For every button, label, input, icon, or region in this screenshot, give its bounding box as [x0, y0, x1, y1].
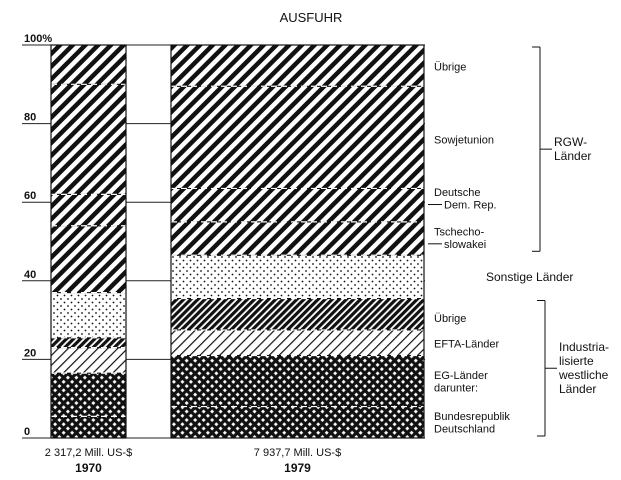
bar-segment	[170, 329, 425, 356]
bar-segment	[50, 347, 127, 374]
group-label: Sonstige Länder	[486, 270, 573, 284]
bar-segment	[50, 83, 127, 195]
bar-segment	[50, 193, 127, 227]
y-tick-label: 40	[24, 269, 36, 281]
bar-captions: 2 317,2 Mill. US-$ 1970 7 937,7 Mill. US-$…	[45, 447, 341, 475]
group-label: Industria-	[559, 340, 609, 354]
legend-label: EG-Länder	[434, 370, 488, 382]
y-tick-label: 80	[24, 112, 36, 124]
bar-segment	[50, 415, 127, 439]
legend-label: Dem. Rep.	[444, 200, 497, 212]
bar-segment	[50, 292, 127, 339]
legend-label: Übrige	[434, 313, 466, 325]
legend-label: Deutschland	[434, 424, 495, 436]
bar-segment	[170, 406, 425, 439]
bar-total-label: 2 317,2 Mill. US-$	[45, 447, 132, 459]
y-tick-label: 20	[24, 347, 36, 359]
bar-segment	[170, 85, 425, 189]
bar-year-label: 1970	[75, 461, 102, 475]
bar-segment	[170, 187, 425, 223]
legend-label: Tschecho-	[434, 226, 484, 238]
bar-segment	[50, 44, 127, 85]
y-tick-label: 0	[24, 426, 30, 438]
bar-outline	[170, 44, 425, 439]
group-label: Länder	[559, 382, 596, 396]
legend-label: slowakei	[444, 239, 486, 251]
legend-label: Bundesrepublik	[434, 411, 510, 423]
bar-segment	[170, 254, 425, 299]
bar-year-label: 1979	[284, 461, 311, 475]
bar-outline	[50, 44, 127, 439]
group-label: RGW-	[554, 135, 587, 149]
legend-label: Deutsche	[434, 187, 480, 199]
group-label: lisierte	[559, 354, 594, 368]
y-tick-label: 100%	[24, 33, 52, 45]
bar-segment	[50, 372, 127, 417]
group-label: Länder	[554, 149, 591, 163]
bar-total-label: 7 937,7 Mill. US-$	[254, 447, 341, 459]
legend-label: Übrige	[434, 62, 466, 74]
chart-title: AUSFUHR	[280, 10, 343, 25]
bars	[50, 44, 425, 439]
bar-segment	[170, 297, 425, 331]
bar-segment	[50, 337, 127, 349]
legend-label: Sowjetunion	[434, 134, 494, 146]
bar-segment	[170, 44, 425, 87]
legend-label: darunter:	[434, 382, 478, 394]
legend-label: EFTA-Länder	[434, 339, 500, 351]
bar-segment	[50, 225, 127, 294]
y-axis: 100% 80 60 40 20 0	[24, 33, 52, 438]
y-tick-label: 60	[24, 190, 36, 202]
bar-segment	[170, 221, 425, 256]
bar-segment	[170, 354, 425, 408]
group-label: westliche	[558, 368, 609, 382]
